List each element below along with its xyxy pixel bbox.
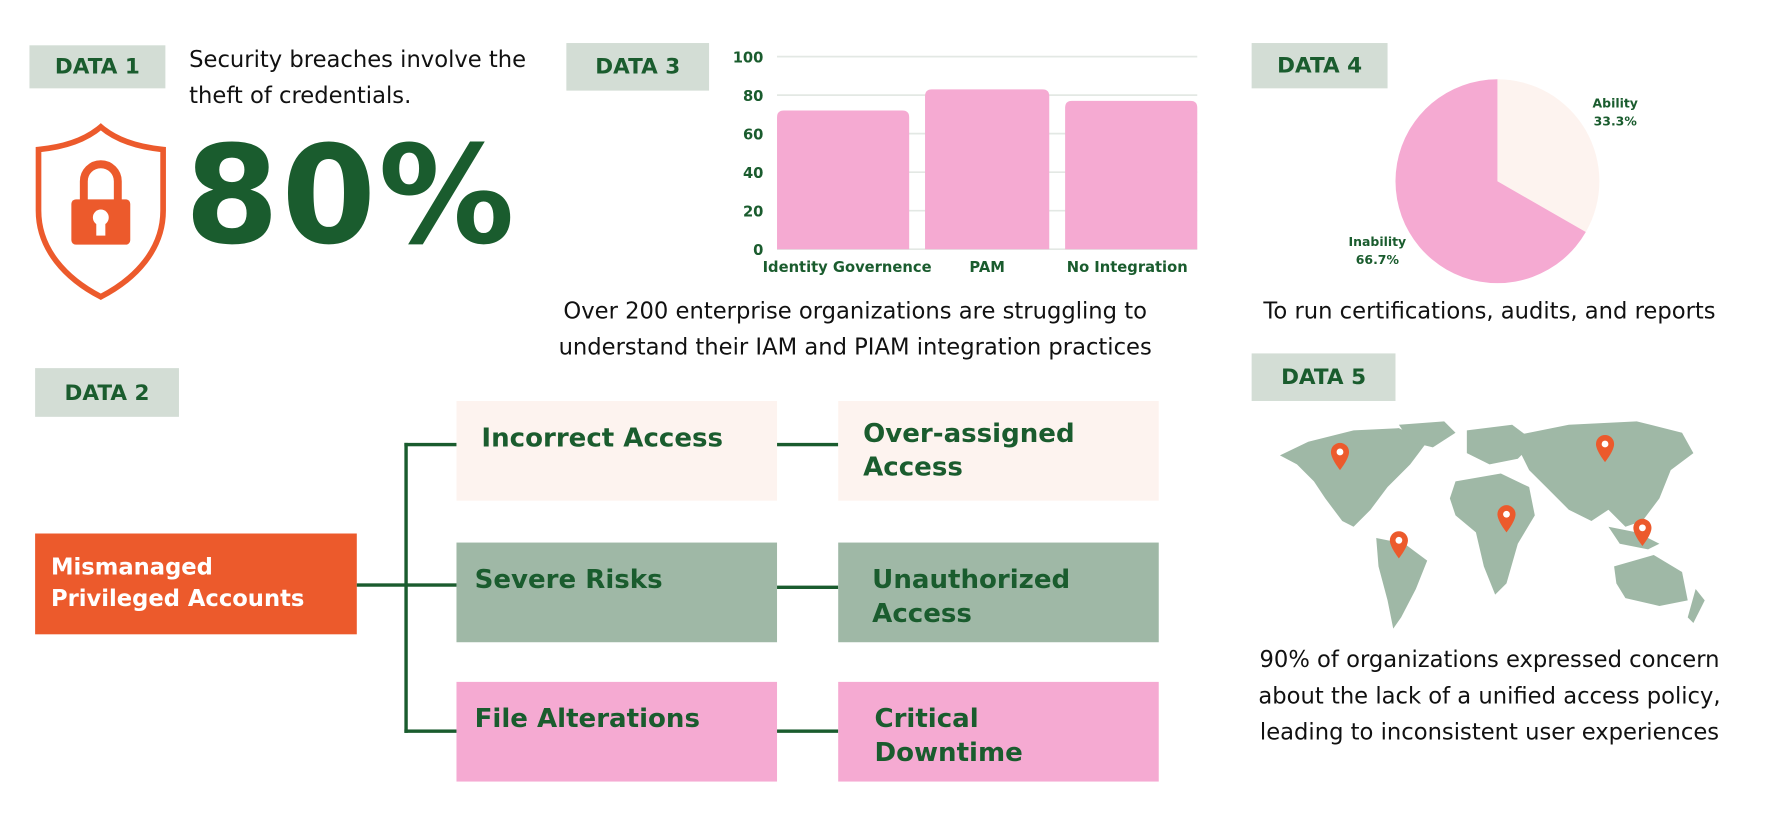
connector (404, 442, 457, 447)
x-tick-label: No Integration (1067, 259, 1188, 276)
pie-value-label: 33.3% (1594, 114, 1638, 129)
x-tick-label: PAM (969, 259, 1004, 276)
x-tick-label: Identity Governence (763, 259, 932, 276)
bar-chart: 0 20 40 60 80 100 Identity Governence PAM No Int… (733, 49, 1198, 276)
data1-tag: DATA 1 (29, 45, 166, 89)
bar-no-integration (1065, 100, 1198, 250)
pie-label: Ability (1593, 96, 1638, 111)
data3-tag: DATA 3 (566, 43, 710, 91)
pie-slice-ability (1497, 79, 1600, 233)
pie-value-label: 66.7% (1356, 252, 1400, 267)
y-tick-label: 80 (743, 88, 763, 105)
node-severe-risks: Severe Risks (456, 542, 778, 643)
node-unauthorized-access: Unauthorized Access (838, 542, 1159, 643)
data2-tag: DATA 2 (35, 368, 179, 417)
root-node: Mismanaged Privileged Accounts (35, 533, 357, 635)
y-tick-label: 60 (743, 126, 763, 143)
data1-stat: 80% (184, 117, 517, 276)
connector (777, 442, 839, 447)
connector (777, 585, 839, 590)
pie-label: Inability (1349, 234, 1407, 249)
pie-chart: Ability 33.3% Inability 66.7% (1349, 79, 1638, 284)
y-tick-label: 100 (733, 49, 764, 66)
data4-caption: To run certifications, audits, and repor… (1263, 296, 1716, 324)
y-tick-label: 40 (743, 165, 763, 182)
data5-tag: DATA 5 (1251, 353, 1396, 401)
data5-caption: 90% of organizations expressed concern a… (1258, 645, 1721, 746)
node-critical-downtime: Critical Downtime (838, 681, 1159, 782)
node-over-assigned-access: Over-assigned Access (838, 400, 1159, 501)
bar-pam (925, 89, 1050, 250)
shield-lock-icon (35, 123, 166, 300)
data3-caption: Over 200 enterprise organizations are st… (558, 296, 1152, 361)
connector (404, 442, 408, 733)
location-pins (1330, 434, 1652, 559)
connector (404, 729, 457, 733)
data4-tag: DATA 4 (1251, 43, 1388, 89)
world-map-icon (1279, 421, 1705, 629)
y-tick-label: 0 (753, 242, 763, 259)
bar-identity-governence (777, 110, 910, 250)
pie-slice-inability (1395, 79, 1586, 284)
y-tick-label: 20 (743, 203, 763, 220)
data1-text: Security breaches involve the theft of c… (189, 45, 527, 109)
node-file-alterations: File Alterations (456, 681, 778, 782)
node-incorrect-access: Incorrect Access (456, 400, 778, 501)
connector (777, 729, 839, 733)
